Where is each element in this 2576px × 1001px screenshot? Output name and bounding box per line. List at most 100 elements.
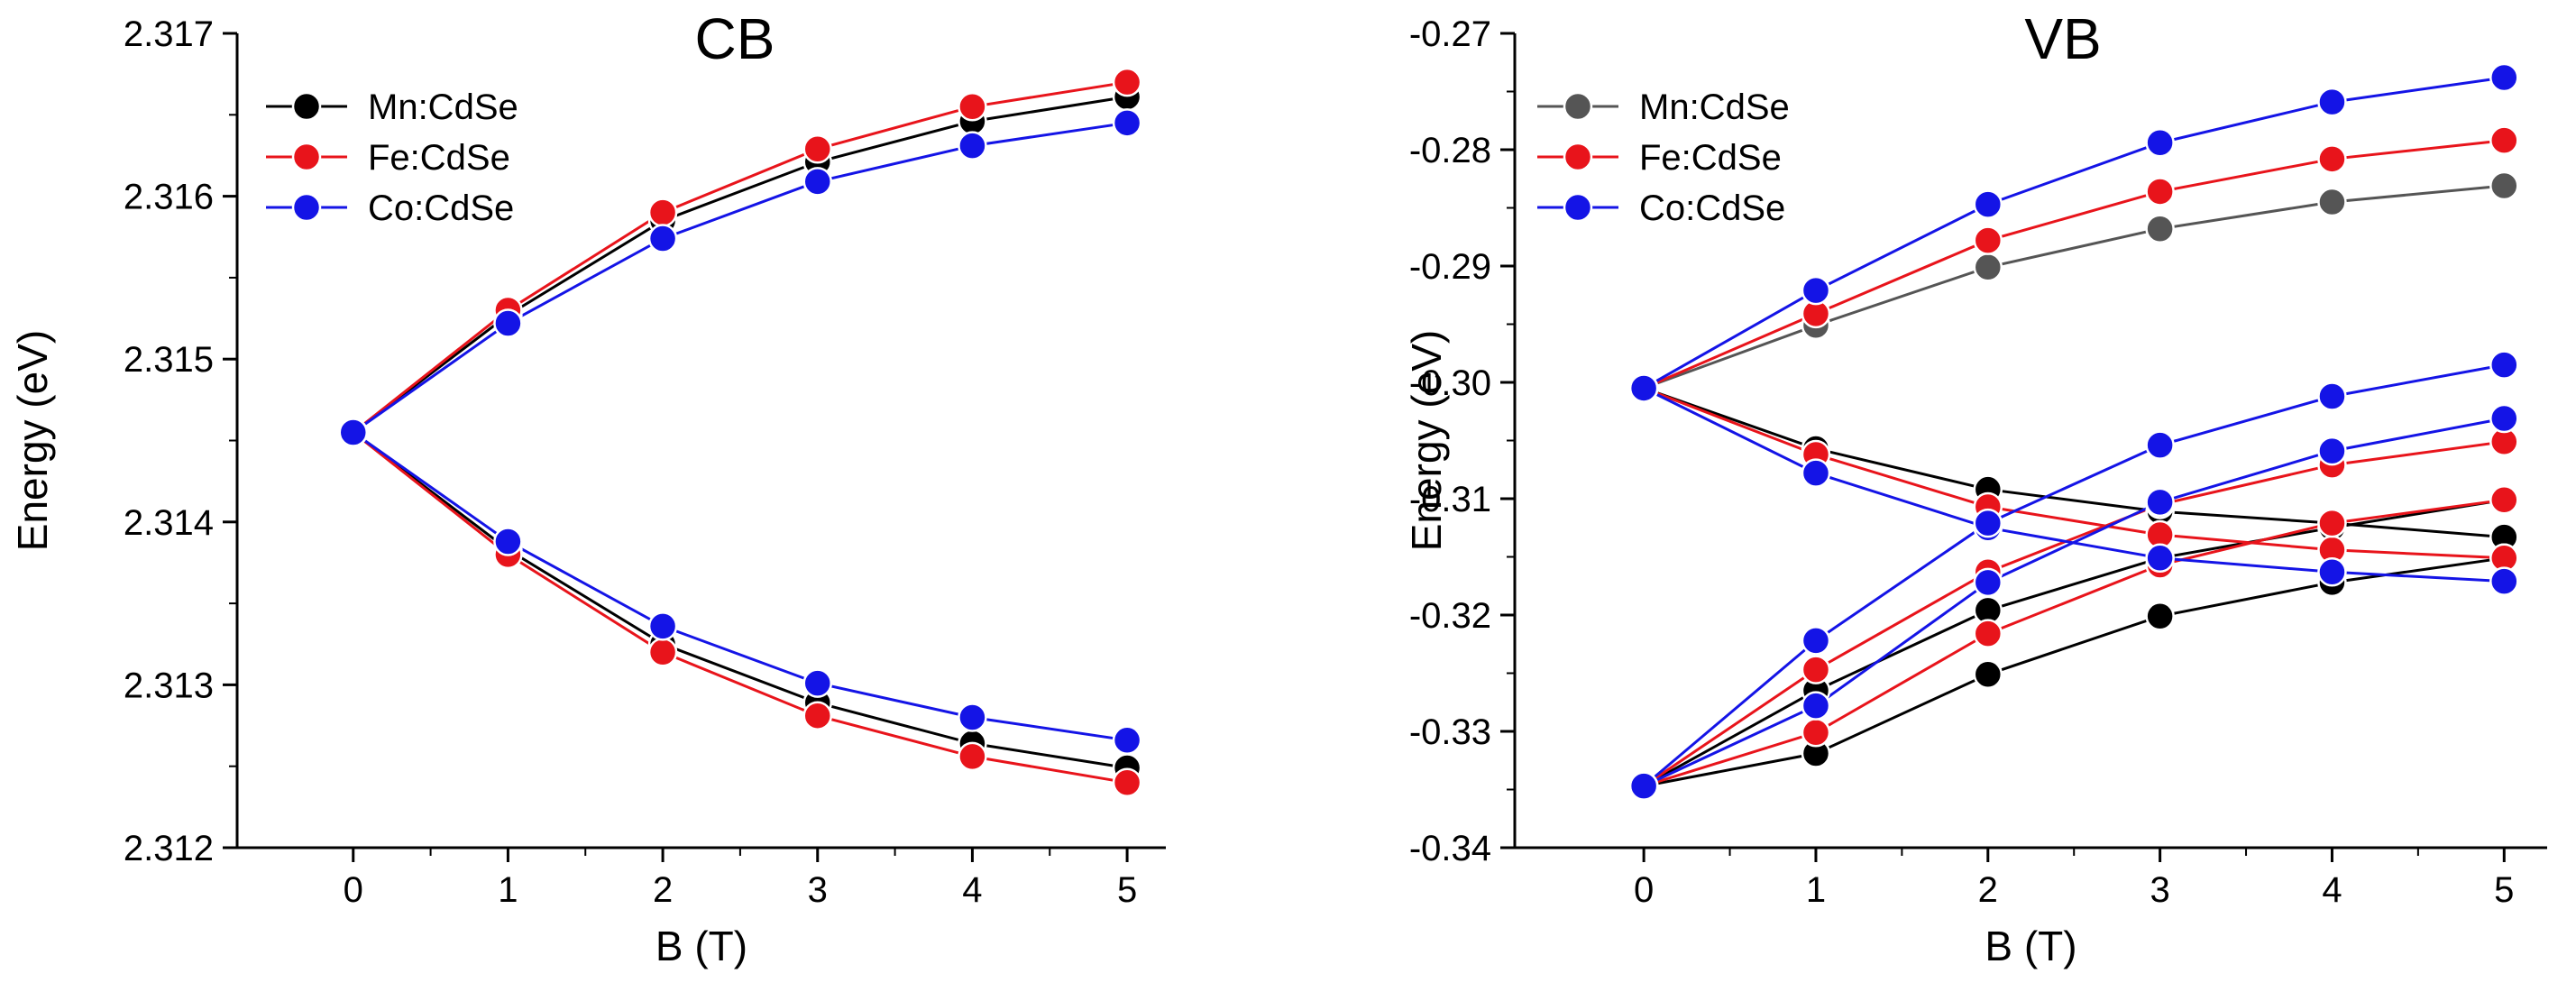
cb-data-point bbox=[647, 611, 678, 641]
vb-y-tick-label: -0.34 bbox=[1409, 829, 1491, 868]
cb-y-tick-label: 2.313 bbox=[124, 666, 214, 705]
cb-data-point bbox=[958, 131, 987, 161]
vb-data-point bbox=[2317, 144, 2347, 174]
vb-data-point bbox=[1628, 771, 1659, 801]
vb-data-point bbox=[2317, 508, 2347, 538]
vb-legend-marker bbox=[1563, 142, 1593, 172]
vb-data-point bbox=[2145, 487, 2175, 518]
cb-x-tick-label: 0 bbox=[344, 870, 363, 910]
vb-legend-label: Mn:CdSe bbox=[1639, 87, 1790, 127]
cb-y-tick-label: 2.312 bbox=[124, 829, 214, 868]
vb-y-tick-label: -0.29 bbox=[1409, 247, 1491, 287]
vb-y-axis-label: Energy (eV) bbox=[1403, 330, 1450, 551]
vb-series-line-10 bbox=[1643, 363, 2505, 787]
vb-x-tick-label: 5 bbox=[2494, 870, 2514, 910]
cb-data-point bbox=[1112, 108, 1142, 138]
vb-y-tick-label: -0.30 bbox=[1409, 363, 1491, 403]
cb-chart-panel: CB 0 1 2 3 4 5 2.312 2.313 2.314 2.315 2.316 2.317 B … bbox=[9, 6, 1166, 969]
cb-legend-label: Mn:CdSe bbox=[368, 87, 518, 127]
vb-data-point bbox=[2145, 177, 2175, 207]
vb-data-point bbox=[2489, 566, 2519, 596]
vb-y-tick-label: -0.33 bbox=[1409, 712, 1491, 752]
vb-data-point bbox=[1801, 691, 1831, 721]
vb-legend-label: Co:CdSe bbox=[1639, 188, 1785, 228]
vb-chart-title: VB bbox=[2024, 6, 2101, 71]
vb-x-tick-label: 2 bbox=[1978, 870, 1998, 910]
cb-x-tick-label: 2 bbox=[653, 870, 673, 910]
vb-data-point bbox=[1801, 275, 1831, 306]
vb-data-point bbox=[2489, 403, 2519, 434]
vb-y-tick-label: -0.31 bbox=[1409, 480, 1491, 519]
vb-data-point bbox=[2145, 214, 2175, 243]
vb-data-point bbox=[1973, 619, 2003, 648]
cb-y-tick-label: 2.314 bbox=[124, 503, 214, 543]
vb-chart-panel: VB 0 1 2 3 4 5 -0.34 -0.33 -0.32 -0.31 -0.30 -0.29 -0… bbox=[1403, 6, 2547, 969]
cb-data-point bbox=[647, 638, 678, 667]
cb-y-tick-label: 2.315 bbox=[124, 340, 214, 380]
cb-legend-marker bbox=[291, 192, 322, 223]
cb-series-line-0 bbox=[352, 95, 1128, 434]
cb-data-point bbox=[802, 167, 832, 197]
cb-data-point bbox=[1112, 725, 1142, 756]
vb-data-point bbox=[1628, 373, 1659, 403]
cb-x-tick-label: 1 bbox=[498, 870, 518, 910]
vb-series-line-4 bbox=[1643, 139, 2505, 390]
vb-legend-marker bbox=[1563, 91, 1593, 122]
vb-data-point bbox=[2317, 381, 2347, 411]
vb-data-point bbox=[1801, 718, 1831, 748]
cb-series-line-1 bbox=[352, 431, 1128, 769]
cb-y-axis-label: Energy (eV) bbox=[9, 330, 56, 551]
vb-data-point bbox=[2489, 125, 2519, 155]
vb-data-point bbox=[2145, 128, 2175, 158]
cb-data-point bbox=[958, 92, 987, 122]
vb-data-point bbox=[2489, 485, 2519, 515]
vb-legend-marker bbox=[1563, 192, 1593, 223]
vb-data-point bbox=[2145, 543, 2175, 574]
vb-series-line-1 bbox=[1643, 386, 2505, 539]
vb-data-point bbox=[1801, 626, 1831, 656]
cb-legend-label: Fe:CdSe bbox=[368, 138, 510, 178]
cb-data-point bbox=[802, 668, 832, 698]
vb-y-tick-label: -0.32 bbox=[1409, 596, 1491, 636]
vb-x-axis-label: B (T) bbox=[1985, 923, 2076, 969]
vb-data-point bbox=[2317, 87, 2347, 117]
vb-data-point bbox=[2489, 62, 2519, 93]
vb-x-tick-label: 3 bbox=[2150, 870, 2170, 910]
cb-data-point bbox=[493, 308, 523, 338]
cb-data-point bbox=[647, 197, 678, 227]
vb-data-point bbox=[1801, 655, 1831, 684]
cb-data-point bbox=[958, 741, 987, 772]
cb-y-tick-label: 2.317 bbox=[124, 14, 214, 54]
vb-y-tick-label: -0.28 bbox=[1409, 131, 1491, 170]
vb-series-line-0 bbox=[1643, 184, 2505, 390]
cb-data-point bbox=[958, 703, 987, 732]
vb-x-tick-label: 0 bbox=[1634, 870, 1654, 910]
vb-data-point bbox=[1973, 253, 2003, 282]
cb-legend-label: Co:CdSe bbox=[368, 188, 514, 228]
vb-series-line-3 bbox=[1643, 556, 2505, 788]
cb-series-line-3 bbox=[352, 431, 1128, 785]
vb-data-point bbox=[2317, 557, 2347, 587]
vb-data-point bbox=[2489, 350, 2519, 380]
cb-x-tick-label: 5 bbox=[1117, 870, 1137, 910]
cb-legend-marker bbox=[291, 142, 322, 172]
cb-series-line-2 bbox=[352, 80, 1128, 434]
cb-x-axis-label: B (T) bbox=[655, 923, 747, 969]
cb-data-point bbox=[802, 133, 832, 164]
vb-data-point bbox=[2489, 170, 2519, 201]
vb-data-point bbox=[1973, 189, 2003, 219]
cb-data-point bbox=[1112, 767, 1142, 798]
cb-y-tick-label: 2.316 bbox=[124, 178, 214, 217]
cb-legend-marker bbox=[291, 91, 322, 122]
vb-series-line-11 bbox=[1643, 417, 2505, 787]
vb-data-point bbox=[2317, 436, 2347, 466]
cb-chart-title: CB bbox=[695, 6, 775, 71]
cb-data-point bbox=[802, 701, 832, 730]
vb-data-point bbox=[2317, 187, 2347, 217]
vb-x-tick-label: 4 bbox=[2322, 870, 2342, 910]
cb-x-tick-label: 3 bbox=[808, 870, 828, 910]
vb-legend-label: Fe:CdSe bbox=[1639, 138, 1782, 178]
cb-series-line-5 bbox=[352, 431, 1128, 742]
cb-x-tick-label: 4 bbox=[962, 870, 982, 910]
vb-y-tick-label: -0.27 bbox=[1409, 14, 1491, 54]
